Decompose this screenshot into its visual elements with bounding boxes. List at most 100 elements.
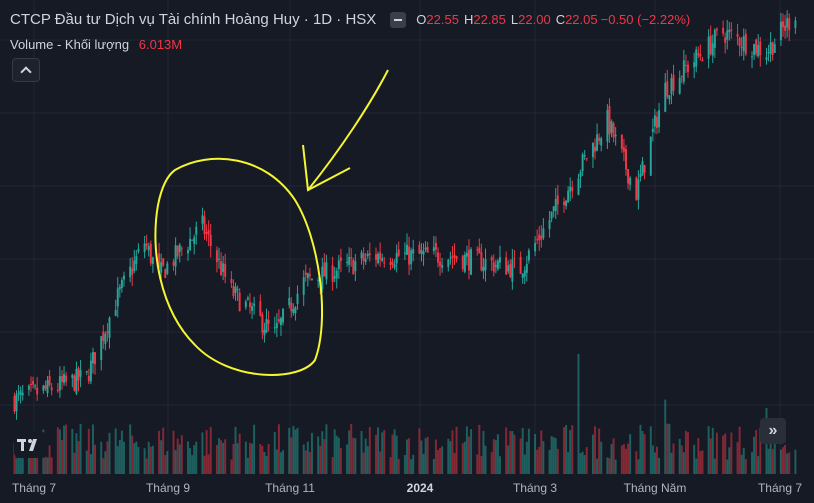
low-value: 22.00 xyxy=(518,11,551,27)
volume-bar xyxy=(32,452,35,474)
candle-body xyxy=(744,33,747,55)
candle-body xyxy=(556,195,559,205)
volume-bar xyxy=(406,439,408,474)
volume-bar xyxy=(779,449,782,474)
drawing-annotations[interactable] xyxy=(154,69,389,376)
price-chart[interactable] xyxy=(0,0,814,474)
candle-body xyxy=(362,253,365,261)
candle-body xyxy=(218,258,220,260)
candle-body xyxy=(622,147,625,152)
volume-bar xyxy=(273,432,276,474)
volume-bar xyxy=(668,423,671,474)
volume-bar xyxy=(738,426,741,474)
candle-body xyxy=(44,385,47,389)
volume-bar xyxy=(277,424,280,474)
candle-body xyxy=(145,243,148,246)
time-tick-label: Tháng 11 xyxy=(265,481,315,495)
candle-body xyxy=(215,250,218,263)
volume-bar xyxy=(441,446,444,474)
volume-bar xyxy=(160,440,163,474)
time-tick-label: Tháng 7 xyxy=(11,481,57,495)
volume-bar xyxy=(77,441,80,474)
volume-bar xyxy=(391,434,394,474)
candle-body xyxy=(666,81,669,97)
volume-bar xyxy=(73,452,76,474)
volume-bar xyxy=(263,451,266,474)
volume-bar xyxy=(527,428,530,474)
volume-bar xyxy=(397,458,400,474)
freehand-circle-annotation xyxy=(154,157,323,376)
volume-bar xyxy=(48,445,51,474)
time-axis[interactable]: Tháng 7 Tháng 9 Tháng 11 2024 Tháng 3 Tháng N… xyxy=(0,474,814,503)
volume-bar xyxy=(519,438,522,474)
candle-body xyxy=(335,270,338,279)
candle-body xyxy=(164,269,167,278)
volume-bar xyxy=(335,435,338,474)
candle-body xyxy=(581,154,584,172)
volume-bar xyxy=(267,443,270,474)
candle-body xyxy=(389,262,392,265)
symbol-title[interactable]: CTCP Đầu tư Dịch vụ Tài chính Hoàng Huy … xyxy=(10,10,377,28)
volume-bar xyxy=(424,438,427,474)
candle-body xyxy=(742,36,745,52)
candlesticks xyxy=(13,10,797,420)
volume-bar xyxy=(678,438,681,474)
candle-body xyxy=(236,289,239,291)
candle-body xyxy=(637,179,640,200)
volume-bar xyxy=(203,455,206,474)
candle-body xyxy=(261,314,264,333)
candle-body xyxy=(653,115,656,127)
candle-body xyxy=(56,390,59,392)
volume-bar xyxy=(46,457,49,474)
volume-bar xyxy=(548,449,551,474)
scroll-to-realtime-button[interactable]: » xyxy=(760,418,786,444)
volume-bar xyxy=(786,453,789,474)
volume-bar xyxy=(323,439,326,474)
time-tick-label: Tháng Năm xyxy=(623,481,687,495)
candle-body xyxy=(36,387,39,395)
candle-body xyxy=(308,274,311,277)
candle-body xyxy=(649,136,652,176)
volume-bar xyxy=(420,440,423,474)
low-label: L xyxy=(510,11,519,27)
volume-bar xyxy=(666,423,669,474)
volume-bar xyxy=(366,446,369,474)
volume-bar xyxy=(709,438,712,474)
candle-body xyxy=(251,306,254,311)
candle-body xyxy=(249,302,251,308)
volume-bar xyxy=(408,438,411,474)
volume-bar xyxy=(637,459,640,474)
candle-body xyxy=(536,239,539,241)
tradingview-logo-icon[interactable] xyxy=(14,432,48,458)
candle-body xyxy=(412,249,415,254)
volume-bar xyxy=(649,426,652,474)
collapse-legend-button[interactable] xyxy=(12,58,40,82)
candle-body xyxy=(114,309,117,316)
candle-body xyxy=(147,246,150,251)
candle-body xyxy=(403,252,406,254)
candle-body xyxy=(259,301,262,316)
legend-row: CTCP Đầu tư Dịch vụ Tài chính Hoàng Huy … xyxy=(10,8,693,30)
volume-bar xyxy=(670,452,673,474)
candle-body xyxy=(521,273,524,278)
candle-body xyxy=(534,242,537,252)
volume-label[interactable]: Volume - Khối lượng xyxy=(10,37,130,52)
volume-bar xyxy=(701,450,704,474)
volume-bar xyxy=(467,436,470,474)
volume-bar xyxy=(625,448,627,474)
candle-body xyxy=(614,134,617,137)
volume-bar xyxy=(56,427,59,474)
volume-bar xyxy=(412,454,415,474)
volume-bar xyxy=(50,457,53,474)
volume-bar xyxy=(540,430,543,474)
minus-icon[interactable] xyxy=(390,12,407,28)
volume-bar xyxy=(505,427,508,474)
candle-body xyxy=(102,331,105,342)
volume-bar xyxy=(106,441,109,474)
volume-bar xyxy=(641,431,644,474)
candle-body xyxy=(100,336,103,361)
candle-body xyxy=(447,259,450,268)
volume-bar xyxy=(498,456,501,474)
candle-body xyxy=(187,249,189,254)
